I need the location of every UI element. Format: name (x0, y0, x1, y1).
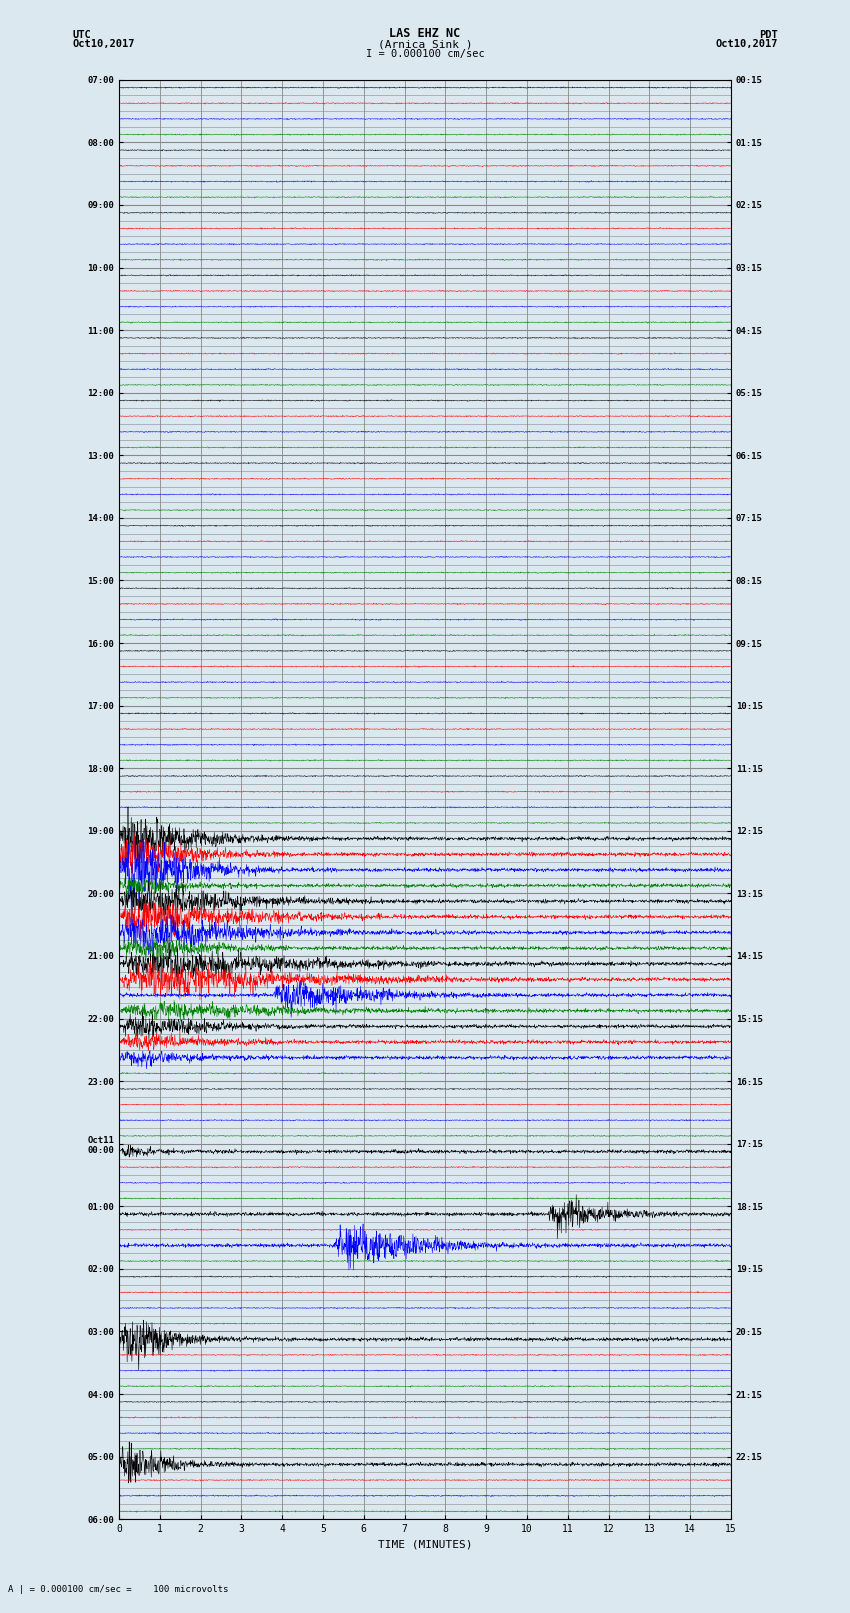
Text: PDT: PDT (759, 29, 778, 39)
Text: Oct10,2017: Oct10,2017 (715, 39, 778, 50)
X-axis label: TIME (MINUTES): TIME (MINUTES) (377, 1540, 473, 1550)
Text: A | = 0.000100 cm/sec =    100 microvolts: A | = 0.000100 cm/sec = 100 microvolts (8, 1584, 229, 1594)
Text: I = 0.000100 cm/sec: I = 0.000100 cm/sec (366, 48, 484, 58)
Text: (Arnica Sink ): (Arnica Sink ) (377, 39, 473, 50)
Text: LAS EHZ NC: LAS EHZ NC (389, 26, 461, 39)
Text: UTC: UTC (72, 29, 91, 39)
Text: Oct10,2017: Oct10,2017 (72, 39, 135, 50)
